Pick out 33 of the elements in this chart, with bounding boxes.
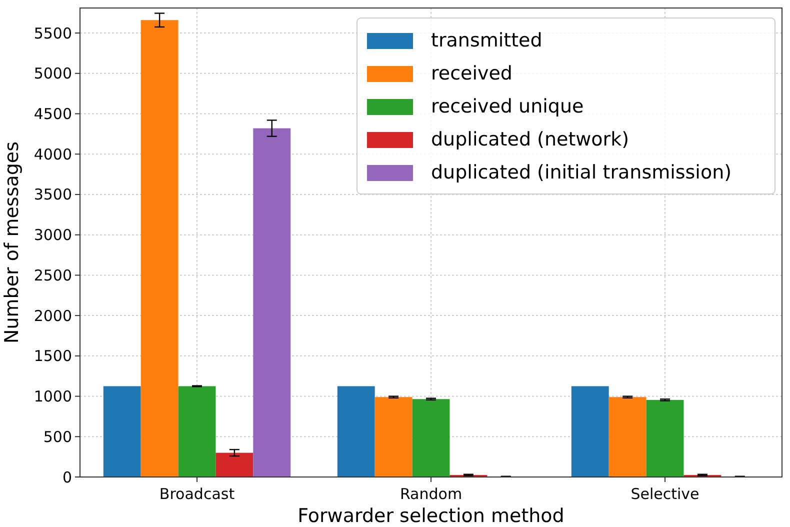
- bar: [253, 128, 291, 477]
- y-tick-label: 5500: [34, 24, 72, 42]
- y-axis-title: Number of messages: [1, 141, 23, 344]
- bar: [103, 386, 141, 477]
- y-tick-label: 4000: [34, 145, 72, 164]
- y-tick-label: 3500: [34, 186, 72, 204]
- legend-label: transmitted: [431, 30, 542, 52]
- bar: [646, 400, 684, 477]
- bar: [374, 397, 412, 477]
- bar: [337, 386, 375, 477]
- y-tick-label: 2500: [34, 266, 72, 284]
- bar: [608, 397, 646, 477]
- x-tick-label: Broadcast: [159, 485, 235, 503]
- legend-label: received: [431, 62, 512, 85]
- bar: [178, 386, 216, 477]
- y-tick-label: 4500: [34, 104, 72, 123]
- legend-label: received unique: [431, 96, 584, 118]
- x-tick-label: Random: [400, 485, 462, 503]
- bar: [140, 20, 178, 477]
- y-tick-label: 2000: [34, 306, 72, 325]
- y-tick-label: 500: [43, 428, 72, 446]
- y-tick-label: 0: [62, 468, 72, 486]
- bar: [571, 386, 609, 477]
- bar: [216, 452, 254, 477]
- bar: [412, 399, 450, 477]
- y-tick-label: 1000: [34, 388, 72, 406]
- x-tick-label: Selective: [630, 485, 700, 503]
- y-tick-label: 5000: [34, 64, 72, 83]
- legend-label: duplicated (initial transmission): [431, 162, 732, 184]
- legend-label: duplicated (network): [431, 128, 630, 151]
- y-tick-label: 1500: [34, 347, 72, 366]
- y-tick-label: 3000: [34, 226, 72, 244]
- x-axis-title: Forwarder selection method: [298, 505, 564, 527]
